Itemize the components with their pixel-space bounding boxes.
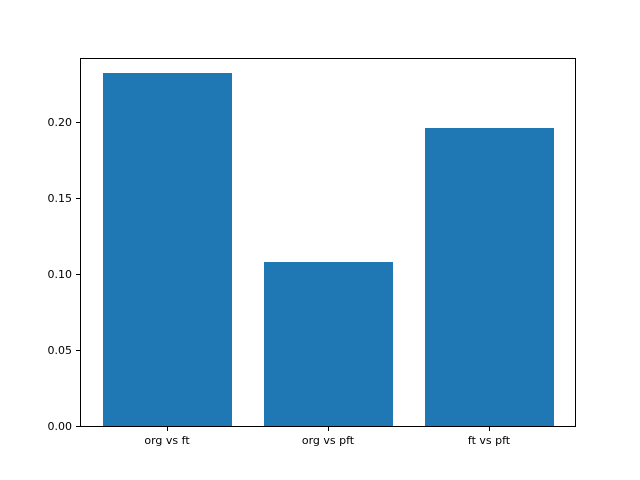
y-tick-mark [76,426,80,427]
x-tick-mark [328,427,329,431]
y-tick-label: 0.20 [47,116,73,129]
y-tick-label: 0.10 [47,268,73,281]
bar [264,262,393,426]
y-tick-mark [76,274,80,275]
y-tick-mark [76,350,80,351]
bar [425,128,554,426]
y-tick-mark [76,198,80,199]
y-tick-mark [76,122,80,123]
y-tick-label: 0.05 [47,344,73,357]
bar [103,73,232,426]
x-tick-mark [167,427,168,431]
x-tick-label: org vs pft [301,434,355,447]
y-tick-label: 0.00 [47,420,73,433]
y-tick-label: 0.15 [47,192,73,205]
x-tick-label: org vs ft [144,434,190,447]
x-tick-label: ft vs pft [467,434,511,447]
x-tick-mark [489,427,490,431]
